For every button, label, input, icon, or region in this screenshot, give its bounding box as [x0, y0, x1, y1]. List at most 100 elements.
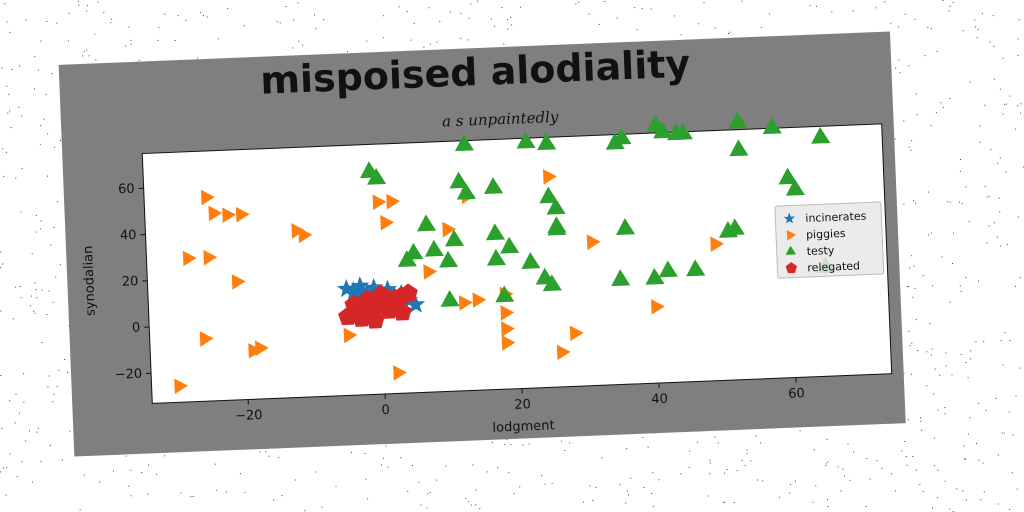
noise-dot [647, 446, 649, 448]
noise-dot [0, 375, 2, 376]
noise-dot [922, 491, 924, 492]
testy-point [658, 260, 678, 278]
noise-dot [598, 23, 600, 25]
noise-dot [544, 483, 546, 485]
testy-point [542, 274, 562, 292]
noise-dot [128, 485, 130, 487]
noise-dot [990, 148, 992, 150]
noise-dot [995, 398, 997, 400]
noise-dot [592, 500, 594, 501]
noise-dot [31, 253, 33, 255]
noise-dot [64, 359, 66, 360]
noise-dot [741, 459, 743, 461]
noise-dot [708, 473, 710, 475]
noise-dot [619, 484, 621, 486]
noise-dot [40, 228, 42, 230]
testy-point [440, 290, 460, 307]
noise-dot [1012, 434, 1014, 436]
noise-dot [427, 493, 429, 495]
noise-dot [1004, 332, 1006, 334]
noise-dot [68, 12, 70, 14]
noise-dot [351, 451, 352, 453]
testy-point [449, 171, 469, 189]
noise-dot [174, 40, 176, 41]
piggies-point [208, 205, 223, 222]
testy-point [673, 123, 693, 141]
noise-dot [626, 490, 628, 492]
noise-dot [641, 8, 643, 10]
noise-dot [907, 419, 909, 421]
noise-dot [47, 175, 48, 177]
noise-dot [895, 67, 897, 69]
noise-dot [945, 365, 947, 367]
noise-dot [273, 499, 275, 501]
noise-dot [475, 504, 477, 506]
noise-dot [460, 37, 462, 39]
noise-dot [467, 39, 469, 41]
noise-dot [650, 8, 652, 10]
testy-point [486, 248, 507, 266]
testy-point [484, 177, 504, 194]
noise-dot [997, 162, 998, 164]
noise-dot [30, 295, 32, 297]
testy-point [645, 267, 665, 285]
noise-dot [185, 19, 187, 21]
noise-dot [244, 491, 246, 493]
noise-dot [382, 37, 384, 39]
noise-dot [996, 236, 998, 238]
noise-dot [12, 318, 14, 320]
noise-dot [997, 454, 999, 456]
legend-box [774, 201, 885, 279]
incinerates-point [350, 276, 370, 295]
noise-dot [997, 503, 999, 505]
noise-dot [39, 143, 41, 145]
noise-dot [926, 385, 928, 387]
piggies-point [472, 292, 487, 308]
noise-dot [387, 466, 389, 468]
testy-point [611, 269, 631, 287]
noise-dot [795, 480, 796, 482]
noise-dot [908, 330, 910, 332]
noise-dot [826, 438, 828, 440]
noise-dot [965, 458, 966, 460]
noise-dot [2, 263, 4, 265]
noise-dot [177, 15, 179, 17]
noise-dot [4, 3, 6, 5]
relegated-point [365, 310, 385, 329]
noise-dot [965, 276, 967, 278]
noise-dot [77, 0, 79, 2]
x-tick-label: 20 [514, 397, 531, 413]
x-tick-label: 40 [651, 392, 668, 408]
noise-dot [913, 200, 915, 202]
noise-dot [929, 323, 931, 325]
noise-dot [1018, 19, 1020, 21]
noise-dot [988, 225, 990, 227]
noise-dot [164, 455, 166, 457]
noise-dot [915, 93, 917, 95]
noise-dot [19, 412, 20, 414]
noise-dot [5, 151, 7, 153]
noise-dot [1, 427, 3, 429]
testy-point [653, 121, 673, 139]
noise-dot [932, 285, 934, 287]
noise-dot [842, 468, 844, 470]
noise-dot [915, 319, 917, 321]
noise-dot [48, 375, 50, 377]
noise-dot [911, 140, 913, 142]
noise-dot [0, 267, 2, 269]
noise-dot [625, 502, 627, 504]
noise-dot [604, 1, 606, 2]
noise-dot [908, 65, 910, 67]
noise-dot [97, 1, 99, 3]
noise-dot [1002, 113, 1004, 115]
noise-dot [994, 222, 996, 224]
noise-dot [468, 17, 470, 19]
noise-dot [945, 352, 947, 354]
noise-dot [16, 476, 18, 478]
noise-dot [439, 21, 441, 22]
noise-dot [130, 469, 132, 471]
noise-dot [760, 26, 762, 28]
noise-dot [962, 203, 964, 205]
piggies-point [458, 295, 473, 311]
